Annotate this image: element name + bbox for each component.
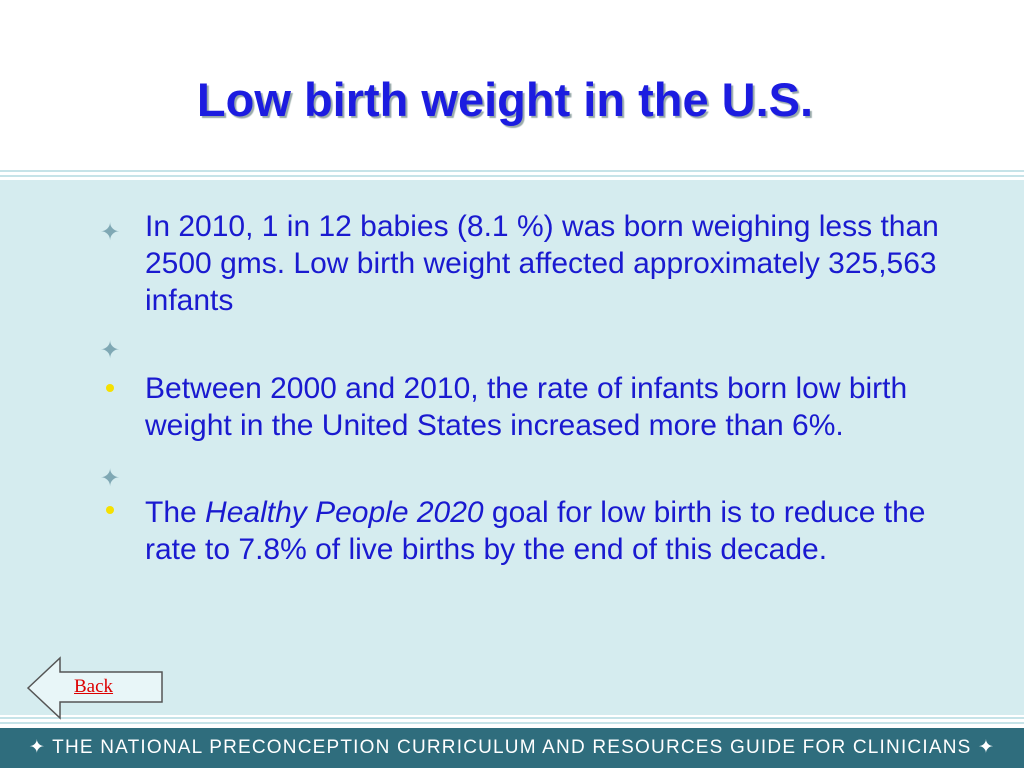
rule bbox=[0, 175, 1024, 177]
bullet-dot bbox=[106, 506, 114, 514]
bullet-text: In 2010, 1 in 12 babies (8.1 %) was born… bbox=[145, 210, 939, 317]
bullet-star: ✦ bbox=[100, 337, 121, 364]
bullet-text: The Healthy People 2020 goal for low bir… bbox=[145, 494, 955, 568]
bullet-dot bbox=[106, 384, 114, 392]
slide-title: Low birth weight in the U.S. bbox=[196, 73, 814, 126]
footer: ✦ THE NATIONAL PRECONCEPTION CURRICULUM … bbox=[0, 728, 1024, 768]
rule bbox=[0, 717, 1024, 719]
rule bbox=[0, 170, 1024, 172]
footer-ornament: ✦ bbox=[28, 737, 53, 758]
text: goal for low birth is to reduce the rate… bbox=[145, 496, 926, 566]
back-link[interactable]: Back bbox=[74, 676, 114, 697]
footer-ornament: ✦ bbox=[971, 737, 996, 758]
italic-text: Healthy People 2020 bbox=[205, 496, 484, 529]
rule bbox=[0, 722, 1024, 724]
bullet-text: Between 2000 and 2010, the rate of infan… bbox=[145, 372, 908, 442]
bullet-star: ✦ bbox=[100, 219, 121, 246]
text: The bbox=[145, 496, 206, 529]
back-arrow[interactable] bbox=[26, 656, 166, 720]
content-area bbox=[0, 180, 1024, 715]
bullet-star: ✦ bbox=[100, 465, 121, 492]
footer-text: THE NATIONAL PRECONCEPTION CURRICULUM AN… bbox=[52, 737, 972, 758]
